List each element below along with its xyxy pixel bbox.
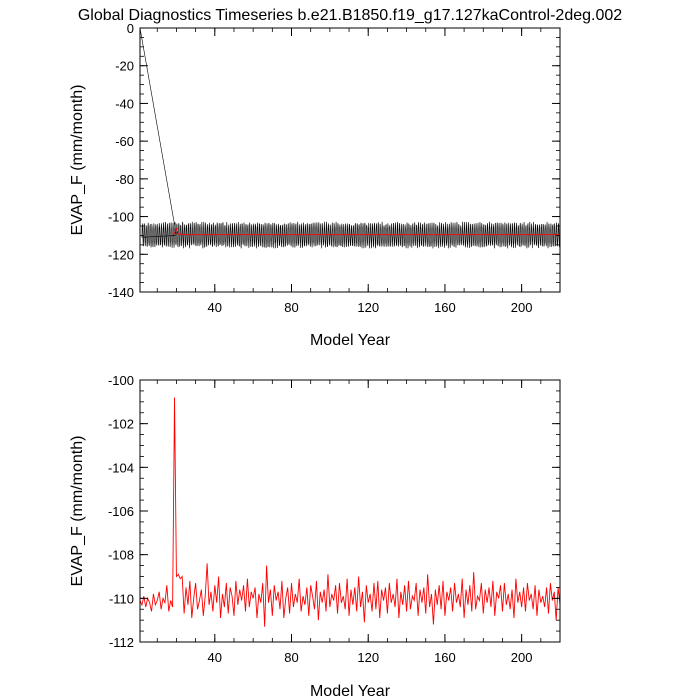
- x-tick-label: 120: [357, 300, 379, 315]
- y-tick-label: -120: [108, 247, 134, 262]
- y-tick-label: -60: [115, 134, 134, 149]
- y-tick-label: -102: [108, 417, 134, 432]
- x-axis-label: Model Year: [310, 683, 391, 700]
- y-tick-label: -140: [108, 285, 134, 300]
- y-axis-label: EVAP_F (mm/month): [69, 85, 86, 236]
- top-panel: 0 -20 -40 -60 -80 -100 -120 -140 40 80 120 160 200 Mo…: [69, 21, 561, 349]
- x-tick-label: 40: [208, 650, 222, 665]
- series-line-0: [140, 397, 560, 627]
- y-tick-label: -112: [109, 635, 134, 650]
- y-axis-label: EVAP_F (mm/month): [69, 436, 86, 587]
- y-tick-label: -80: [115, 172, 134, 187]
- y-tick-label: -40: [115, 96, 134, 111]
- y-tick-label: -104: [108, 460, 134, 475]
- figure-title: Global Diagnostics Timeseries b.e21.B185…: [78, 7, 622, 24]
- x-tick-label: 200: [511, 300, 533, 315]
- x-tick-label: 120: [357, 650, 379, 665]
- y-tick-label: -100: [108, 373, 134, 388]
- series-line-0: [140, 28, 560, 249]
- x-tick-label: 160: [434, 300, 456, 315]
- plot-frame: [139, 27, 561, 293]
- series-line-1: [172, 227, 560, 236]
- y-tick-label: -108: [108, 548, 134, 563]
- bottom-panel: -100 -102 -104 -106 -108 -110 -112 40 80 120 160 20…: [69, 373, 561, 700]
- y-tick-label: -106: [108, 504, 134, 519]
- y-tick-label: -100: [108, 210, 134, 225]
- y-tick-label: -20: [115, 59, 134, 74]
- x-tick-label: 80: [284, 300, 298, 315]
- y-tick-label: -110: [109, 591, 134, 606]
- x-axis-label: Model Year: [310, 332, 391, 349]
- x-tick-label: 80: [284, 650, 298, 665]
- x-tick-label: 200: [511, 650, 533, 665]
- x-tick-label: 40: [208, 300, 222, 315]
- x-tick-label: 160: [434, 650, 456, 665]
- y-tick-label: 0: [127, 21, 134, 36]
